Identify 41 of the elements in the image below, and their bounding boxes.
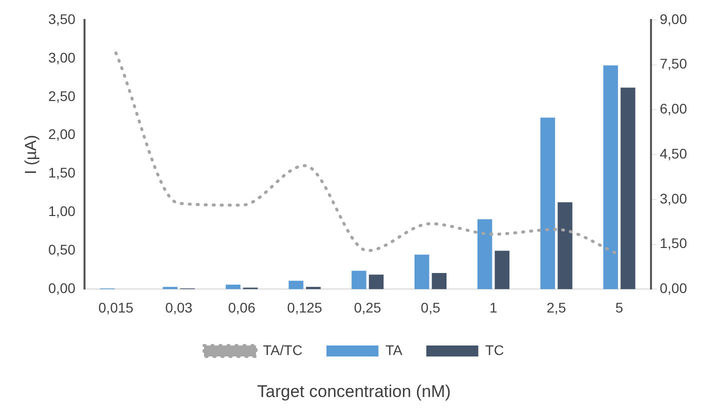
y-tick-label: 0,50: [48, 242, 76, 258]
y2-tick-label: 4,50: [660, 145, 688, 162]
y-tick-label: 0,00: [48, 280, 76, 296]
x-tick-label: 1: [490, 299, 498, 316]
y-tick-label: 3,50: [48, 10, 76, 27]
y-tick-label: 2,50: [48, 88, 76, 104]
y2-tick-label: 7,50: [660, 56, 688, 72]
x-tick-label: 2,5: [546, 299, 566, 316]
bar: [368, 274, 384, 290]
bar: [432, 273, 447, 290]
legend-label: TC: [485, 342, 504, 358]
y-tick-label: 1,00: [48, 203, 76, 220]
bar: [603, 65, 618, 290]
y-tick-label: 1,50: [48, 164, 76, 181]
bar: [558, 202, 572, 290]
y2-tick-label: 3,00: [660, 190, 688, 206]
bar: [288, 280, 304, 290]
x-axis-title: Target concentration (nM): [256, 382, 452, 402]
legend-label: TA: [385, 342, 403, 358]
y2-tick-label: 1,50: [660, 235, 688, 252]
x-tick-label: 0,03: [165, 299, 193, 316]
x-tick-label: 5: [615, 299, 624, 316]
x-tick-label: 0,5: [420, 299, 440, 316]
y-tick-label: 3,00: [48, 49, 76, 66]
x-tick-label: 0,125: [287, 299, 322, 316]
y2-tick-label: 0,00: [660, 280, 688, 296]
bar: [477, 219, 492, 290]
bar: [414, 254, 430, 290]
bar: [352, 270, 366, 290]
bar: [494, 250, 510, 290]
y-tick-label: 2,00: [48, 126, 76, 142]
bar: [540, 118, 556, 290]
x-tick-label: 0,015: [98, 299, 134, 316]
bar: [226, 284, 240, 290]
x-tick-label: 0,25: [354, 299, 382, 316]
y2-tick-label: 6,00: [660, 100, 688, 117]
legend-label: TA/TC: [263, 342, 302, 358]
x-tick-label: 0,06: [228, 299, 256, 316]
bar: [620, 88, 636, 290]
y2-tick-label: 9,00: [660, 10, 688, 27]
y-axis-title: I (µA): [23, 134, 40, 174]
